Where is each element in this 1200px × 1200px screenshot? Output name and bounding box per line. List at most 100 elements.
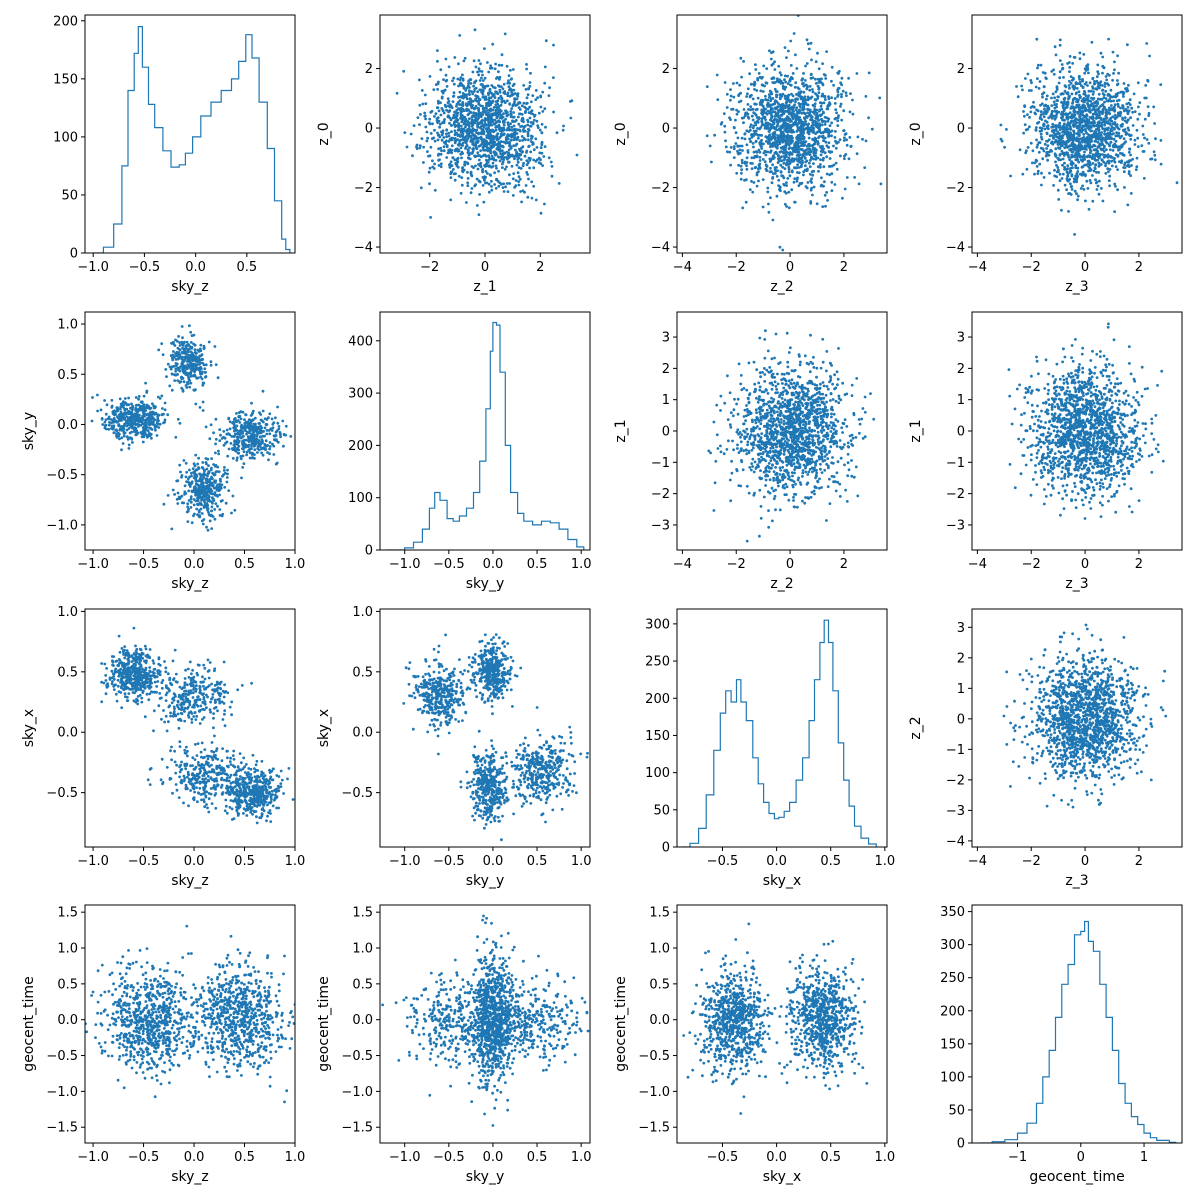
scatter-point — [1097, 134, 1101, 138]
scatter-point — [1138, 101, 1142, 104]
scatter-point — [787, 103, 791, 107]
scatter-point — [1087, 207, 1091, 211]
scatter-point — [473, 87, 477, 91]
scatter-point — [1080, 165, 1084, 169]
scatter-point — [812, 143, 816, 146]
scatter-point — [437, 101, 440, 105]
scatter-point — [445, 85, 449, 88]
scatter-point — [745, 156, 749, 160]
scatter-point — [485, 140, 488, 143]
scatter-point — [1086, 66, 1089, 69]
scatter-point — [424, 125, 428, 129]
scatter-point — [1063, 165, 1066, 169]
scatter-point — [428, 182, 431, 186]
scatter-point — [814, 92, 817, 95]
scatter-point — [1088, 81, 1092, 85]
y-tick-label: 200 — [53, 14, 78, 29]
scatter-point — [1077, 147, 1081, 151]
scatter-point — [844, 91, 848, 95]
scatter-point — [797, 111, 801, 115]
scatter-point — [777, 184, 780, 188]
scatter-point — [815, 202, 819, 206]
scatter-point — [502, 133, 506, 137]
scatter-point — [789, 83, 792, 87]
scatter-point — [509, 115, 513, 119]
scatter-point — [135, 429, 139, 433]
scatter-point — [454, 110, 457, 114]
scatter-point — [515, 138, 518, 141]
scatter-point — [539, 95, 543, 99]
scatter-point — [1068, 178, 1071, 181]
scatter-point — [494, 186, 498, 190]
scatter-point — [1068, 61, 1071, 64]
scatter-point — [806, 42, 810, 46]
scatter-point — [472, 90, 476, 93]
scatter-point — [1045, 120, 1049, 124]
scatter-point — [843, 133, 847, 136]
scatter-point — [506, 157, 509, 161]
scatter-point — [827, 150, 831, 153]
scatter-point — [468, 97, 472, 101]
x-tick-label: 2 — [536, 260, 544, 275]
scatter-point — [736, 149, 739, 153]
scatter-point — [827, 95, 830, 98]
scatter-point — [1078, 114, 1082, 117]
scatter-point — [498, 109, 502, 113]
scatter-point — [474, 98, 477, 101]
scatter-point — [1147, 114, 1151, 117]
scatter-point — [537, 111, 541, 115]
scatter-point — [816, 77, 820, 81]
scatter-point — [789, 120, 792, 123]
scatter-point — [425, 130, 429, 134]
scatter-point — [796, 97, 800, 101]
scatter-point — [454, 139, 457, 142]
scatter-point — [409, 132, 413, 136]
scatter-point — [163, 401, 167, 405]
scatter-point — [832, 144, 835, 148]
scatter-point — [502, 190, 506, 193]
scatter-point — [436, 121, 439, 124]
scatter-point — [516, 160, 520, 164]
scatter-point — [800, 125, 803, 129]
scatter-point — [541, 164, 544, 168]
scatter-point — [519, 158, 523, 161]
scatter-point — [830, 79, 833, 83]
scatter-point — [1058, 43, 1062, 47]
scatter-point — [462, 86, 466, 90]
scatter-point — [789, 39, 793, 43]
scatter-point — [1073, 86, 1077, 90]
scatter-point — [1065, 167, 1069, 171]
scatter-point — [757, 179, 760, 183]
scatter-point — [1061, 127, 1065, 131]
scatter-point — [484, 110, 487, 114]
scatter-point — [1067, 153, 1070, 157]
scatter-point — [111, 412, 115, 416]
scatter-point — [1068, 79, 1071, 83]
scatter-point — [1050, 70, 1054, 73]
scatter-point — [1108, 108, 1112, 112]
scatter-point — [518, 147, 521, 151]
scatter-point — [1061, 124, 1065, 128]
scatter-point — [847, 76, 850, 80]
scatter-point — [740, 161, 744, 165]
scatter-point — [840, 76, 844, 80]
scatter-point — [524, 184, 528, 187]
scatter-point — [1141, 150, 1145, 153]
y-tick-label: 0 — [957, 122, 965, 137]
scatter-point — [847, 157, 851, 161]
scatter-point — [1053, 106, 1057, 110]
scatter-point — [1084, 199, 1087, 203]
x-tick-label: 0.0 — [185, 260, 206, 275]
scatter-point — [760, 108, 764, 112]
scatter-point — [1133, 143, 1137, 146]
scatter-point — [787, 165, 791, 169]
scatter-point — [1079, 117, 1083, 121]
scatter-point — [488, 158, 491, 161]
scatter-point — [520, 104, 524, 108]
scatter-point — [1047, 153, 1051, 157]
scatter-point — [1072, 115, 1076, 119]
scatter-point — [515, 132, 519, 135]
scatter-point — [788, 174, 792, 178]
scatter-point — [753, 84, 756, 87]
scatter-point — [855, 152, 859, 156]
